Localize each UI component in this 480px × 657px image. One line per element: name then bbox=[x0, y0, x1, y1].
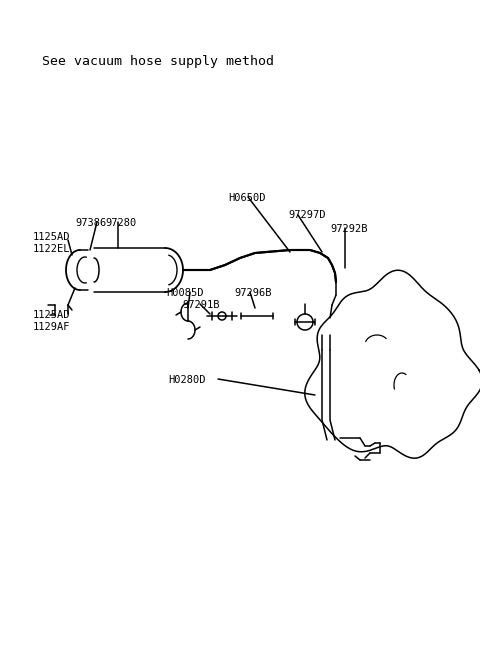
Text: 1129AF: 1129AF bbox=[33, 322, 71, 332]
Text: See vacuum hose supply method: See vacuum hose supply method bbox=[42, 55, 274, 68]
Text: 97297D: 97297D bbox=[288, 210, 325, 220]
Text: 97296B: 97296B bbox=[234, 288, 272, 298]
Text: 97280: 97280 bbox=[105, 218, 136, 228]
Text: 97292B: 97292B bbox=[330, 224, 368, 234]
Text: 97386: 97386 bbox=[75, 218, 106, 228]
Text: 97291B: 97291B bbox=[182, 300, 219, 310]
Text: H0085D: H0085D bbox=[166, 288, 204, 298]
Text: H0280D: H0280D bbox=[168, 375, 205, 385]
Text: H0650D: H0650D bbox=[228, 193, 265, 203]
Text: 1125AD: 1125AD bbox=[33, 310, 71, 320]
Text: 1125AD: 1125AD bbox=[33, 232, 71, 242]
Text: 1122EL: 1122EL bbox=[33, 244, 71, 254]
